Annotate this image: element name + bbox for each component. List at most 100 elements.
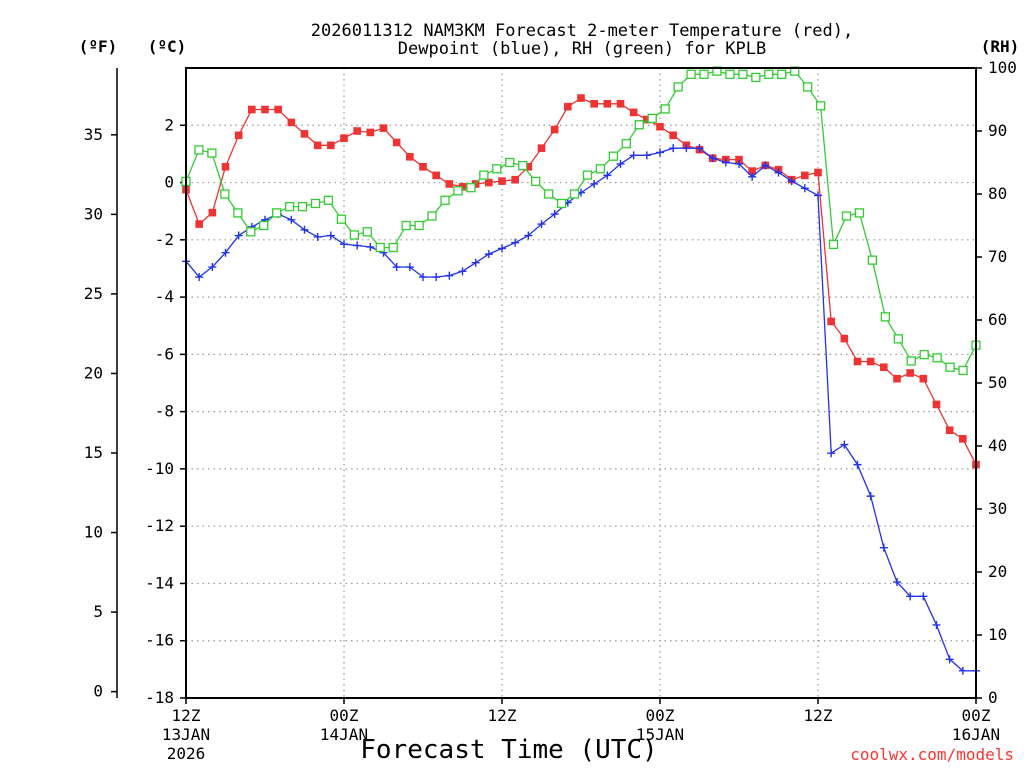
dewpoint-point [603, 171, 612, 180]
rh-point [336, 214, 347, 224]
x-tick-label-time: 12Z [804, 706, 833, 725]
celsius-tick-label: -4 [155, 287, 174, 306]
rh-point [414, 220, 424, 231]
dewpoint-point [537, 220, 546, 229]
dewpoint-point [919, 592, 928, 601]
dewpoint-point [735, 159, 743, 168]
dewpoint-point [405, 263, 414, 272]
temperature-point [419, 162, 427, 171]
rh-point [272, 208, 282, 218]
rh-point [582, 170, 593, 180]
temperature-point [300, 130, 309, 138]
dewpoint-point [800, 184, 809, 193]
rh-point [569, 189, 580, 199]
rh-point [492, 164, 502, 174]
rh-point [738, 69, 748, 79]
rh-point [828, 239, 839, 250]
temperature-point [327, 141, 335, 150]
rh-point [945, 362, 955, 372]
x-tick-label-date: 13JAN [162, 725, 210, 744]
dewpoint-point [708, 154, 717, 163]
dewpoint-point [932, 620, 941, 629]
temperature-point [208, 208, 217, 217]
dewpoint-point [853, 460, 862, 469]
rh-point [815, 101, 826, 111]
temperature-point [945, 426, 954, 435]
dewpoint-point [893, 578, 901, 587]
temperature-point [616, 99, 625, 108]
dewpoint-point [432, 273, 441, 282]
dewpoint-point [814, 191, 822, 200]
temperature-point [379, 124, 388, 132]
celsius-axis-unit: (ºC) [148, 37, 187, 56]
dewpoint-point [682, 144, 691, 153]
temperature-point [340, 134, 348, 142]
dewpoint-point [642, 151, 651, 160]
rh-point [880, 312, 890, 322]
celsius-tick-label: -18 [145, 688, 174, 707]
rh-point [259, 220, 269, 231]
dewpoint-point [774, 168, 783, 177]
dewpoint-point [958, 666, 967, 675]
rh-point [207, 148, 217, 158]
temperature-point [590, 99, 598, 108]
temperature-point [603, 99, 612, 108]
dewpoint-point [458, 267, 467, 276]
dewpoint-point [366, 242, 375, 251]
rh-point [932, 353, 942, 363]
dewpoint-point [616, 159, 625, 168]
x-axis-title: Forecast Time (UTC) [360, 735, 657, 765]
rh-tick-label: 50 [988, 373, 1007, 392]
dewpoint-point [221, 248, 230, 257]
dewpoint-point [840, 440, 849, 449]
rh-point [388, 242, 398, 253]
rh-point [634, 120, 644, 130]
dewpoint-point [629, 151, 638, 160]
temperature-point [840, 334, 849, 343]
chart-title-line2: Dewpoint (blue), RH (green) for KPLB [398, 39, 766, 59]
temperature-point [577, 94, 585, 102]
rh-point [427, 211, 437, 221]
dewpoint-point [695, 144, 704, 153]
rh-tick-label: 90 [988, 121, 1007, 140]
rh-point [958, 365, 968, 376]
rh-point [919, 349, 929, 360]
rh-tick-label: 0 [988, 688, 998, 707]
rh-point [375, 242, 385, 253]
rh-point [556, 198, 567, 209]
rh-tick-label: 60 [988, 310, 1007, 329]
rh-point [699, 69, 709, 79]
celsius-tick-label: 2 [164, 115, 174, 134]
rh-point [660, 104, 670, 114]
x-tick-label-time: 00Z [962, 706, 991, 725]
rh-point [505, 157, 515, 168]
temperature-point [485, 178, 493, 187]
temperature-point [801, 171, 809, 180]
temperature-point [906, 369, 914, 377]
rh-tick-label: 30 [988, 499, 1007, 518]
temperature-point [814, 168, 822, 177]
rh-tick-label: 100 [988, 58, 1017, 77]
dewpoint-point [287, 215, 296, 224]
temperature-point [406, 152, 414, 161]
fahrenheit-tick-label: 5 [93, 602, 103, 621]
dewpoint-point [326, 231, 335, 240]
rh-axis-unit: (RH) [981, 37, 1020, 56]
celsius-tick-label: -10 [145, 459, 174, 478]
rh-point [310, 198, 321, 209]
dewpoint-point [827, 449, 836, 458]
temperature-point [392, 138, 401, 147]
dewpoint-point [656, 148, 664, 157]
chart-title-line1: 2026011312 NAM3KM Forecast 2-meter Tempe… [311, 21, 853, 41]
temperature-point [537, 144, 546, 152]
rh-point [725, 69, 735, 79]
rh-point [220, 189, 230, 199]
rh-point [621, 138, 631, 149]
temperature-point [221, 162, 230, 171]
rh-point [297, 201, 308, 212]
celsius-tick-label: -8 [155, 402, 174, 421]
rh-point [751, 72, 761, 83]
temperature-point [248, 105, 256, 114]
temperature-point [287, 118, 296, 127]
